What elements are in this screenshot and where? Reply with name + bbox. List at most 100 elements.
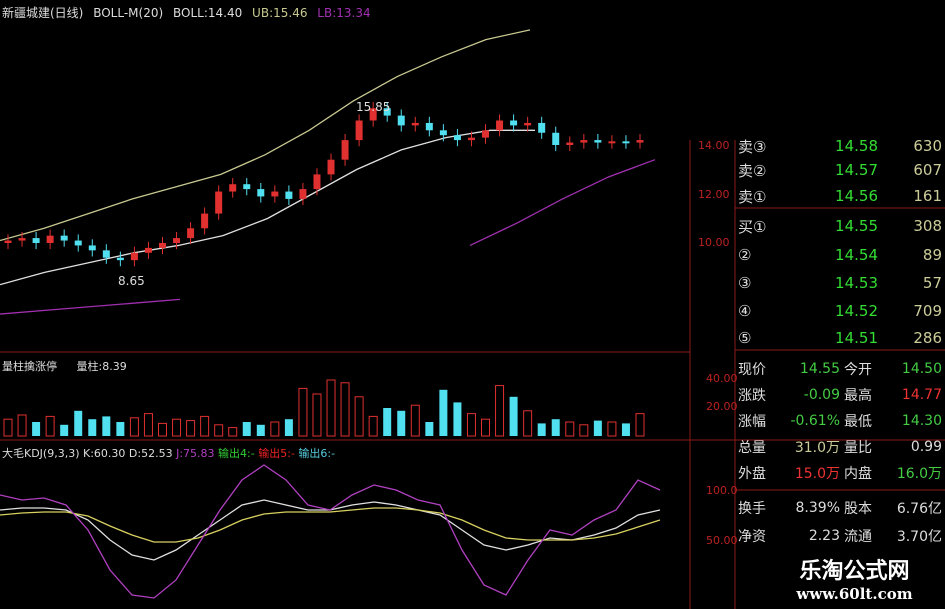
candle (594, 140, 602, 143)
candle (383, 108, 391, 116)
sell-volume: 161 (913, 187, 942, 205)
kdj-j: J:75.83 (176, 447, 215, 460)
volume-bar (3, 418, 13, 437)
candle (229, 184, 237, 192)
stat-value: 14.50 (901, 361, 942, 377)
stat-row: 涨跌 -0.09 最高 14.77 (738, 382, 945, 408)
candle (285, 191, 293, 199)
boll-lower-line (0, 298, 181, 315)
sell-level-label: 卖② (738, 161, 767, 180)
stat-value: 3.70亿 (896, 529, 942, 545)
volume-bar (523, 410, 533, 437)
buy-row: 买① 14.55 308 (738, 213, 945, 239)
kdj-k: K:60.30 (83, 447, 126, 460)
candle (187, 228, 195, 239)
volume-bar (397, 410, 406, 436)
stat-label: 换手 (738, 501, 766, 517)
stat-row: 净资 2.23 流通 3.70亿 (738, 523, 945, 549)
candle (257, 189, 265, 197)
candle (4, 240, 12, 243)
candle (397, 115, 405, 126)
candle (636, 140, 644, 143)
volume-bar (551, 419, 560, 436)
buy-volume: 89 (922, 246, 942, 264)
candle (60, 235, 68, 241)
price-tick: 14.00 (698, 139, 730, 152)
volume-bar (157, 422, 167, 437)
candle (538, 122, 546, 133)
volume-bar (466, 413, 476, 437)
candle (271, 191, 279, 197)
candle (201, 213, 209, 229)
candle (496, 120, 504, 131)
buy-price: 14.54 (835, 246, 878, 264)
sell-price: 14.58 (835, 137, 878, 155)
stat-label: 股本 (844, 501, 872, 517)
buy-row: ② 14.54 89 (738, 242, 945, 268)
volume-bar (509, 396, 518, 436)
stat-value: 14.77 (901, 387, 942, 403)
candle (144, 247, 152, 253)
candle (130, 252, 138, 261)
candle (552, 132, 560, 145)
candle (299, 189, 307, 199)
candle (453, 135, 461, 141)
stat-label: 净资 (738, 529, 766, 545)
candle (18, 238, 26, 241)
boll-mid-line (0, 129, 535, 286)
candle (524, 122, 532, 126)
volume-title: 量柱擒涨停 (2, 360, 57, 373)
volume-bar (312, 393, 322, 437)
indicator-name: BOLL-M(20) (93, 6, 164, 20)
volume-bar (242, 422, 251, 436)
candle (215, 191, 223, 214)
stat-value: 14.55 (799, 361, 840, 377)
watermark-name: 乐淘公式网 (799, 559, 910, 584)
candle (32, 238, 40, 243)
volume-bar (439, 389, 448, 436)
stat-row: 现价 14.55 今开 14.50 (738, 356, 945, 382)
volume-bar (60, 424, 69, 436)
boll-value: BOLL:14.40 (172, 6, 243, 20)
stat-label: 现价 (738, 362, 766, 378)
kdj-panel-title: 大毛KDJ(9,3,3) K:60.30 D:52.53 J:75.83 输出4… (2, 445, 335, 461)
candle (341, 140, 349, 160)
candle (173, 238, 181, 243)
volume-value: 量柱:8.39 (76, 360, 127, 373)
stat-value: 15.0万 (794, 466, 840, 482)
sell-volume: 630 (913, 137, 942, 155)
candle (355, 120, 363, 141)
sell-level-label: 卖③ (738, 137, 767, 156)
volume-bar (298, 387, 308, 437)
stat-value: 8.39% (795, 500, 840, 516)
stat-row: 外盘 15.0万 内盘 16.0万 (738, 460, 945, 486)
volume-bar (368, 415, 378, 437)
kdj-title: 大毛KDJ(9,3,3) (2, 447, 80, 460)
volume-bar (453, 402, 462, 436)
watermark: 乐淘公式网 www.60lt.com (762, 553, 945, 603)
volume-bar (340, 382, 350, 437)
volume-bar (172, 418, 182, 437)
volume-bar (537, 423, 546, 436)
kdj-d: D:52.53 (128, 447, 173, 460)
buy-row: ④ 14.52 709 (738, 298, 945, 324)
high-annotation: 15.85 (356, 100, 391, 114)
candle (369, 108, 377, 121)
volume-bar (102, 416, 111, 436)
stock-title: 新疆城建(日线) (2, 6, 84, 20)
stat-row: 换手 8.39% 股本 6.76亿 (738, 495, 945, 521)
volume-bar (17, 414, 27, 437)
sell-price: 14.56 (835, 187, 878, 205)
stat-value: 31.0万 (794, 440, 840, 456)
price-tick: 12.00 (698, 188, 730, 201)
volume-bar (45, 415, 55, 437)
volume-bar (565, 421, 575, 437)
stat-row: 涨幅 -0.61% 最低 14.30 (738, 408, 945, 434)
stat-value: -0.09 (803, 387, 840, 403)
volume-bar (354, 396, 364, 437)
kdj-j-line (0, 464, 661, 599)
stat-label: 总量 (738, 440, 766, 456)
volume-bar (579, 424, 589, 437)
volume-bar (129, 417, 139, 437)
